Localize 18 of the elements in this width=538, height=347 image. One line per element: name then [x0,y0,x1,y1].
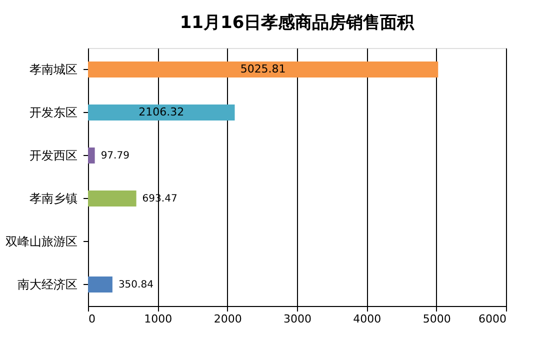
data-label: 2106.32 [138,106,184,118]
y-tick-label: 双峰山旅游区 [6,234,78,248]
x-tick-label: 4000 [353,312,382,326]
x-tick-label: 3000 [284,312,312,326]
y-tick-label: 南大经济区 [18,278,78,292]
data-label: 97.79 [100,150,130,162]
data-label: 350.84 [118,280,154,290]
x-tick-label: 1000 [144,312,172,326]
y-tick-label: 开发西区 [30,148,78,162]
data-label: 5025.81 [240,62,286,76]
x-tick-label: 6000 [478,312,506,326]
y-tick-label: 开发东区 [30,106,78,120]
x-tick-label: 5000 [422,312,451,326]
x-tick-label: 0 [88,312,96,326]
y-tick-label: 孝南城区 [30,62,78,76]
y-tick-label: 孝南乡镇 [30,192,78,206]
x-tick-label: 2000 [214,312,242,326]
chart-title: 11月16日孝感商品房销售面积 [180,13,416,33]
